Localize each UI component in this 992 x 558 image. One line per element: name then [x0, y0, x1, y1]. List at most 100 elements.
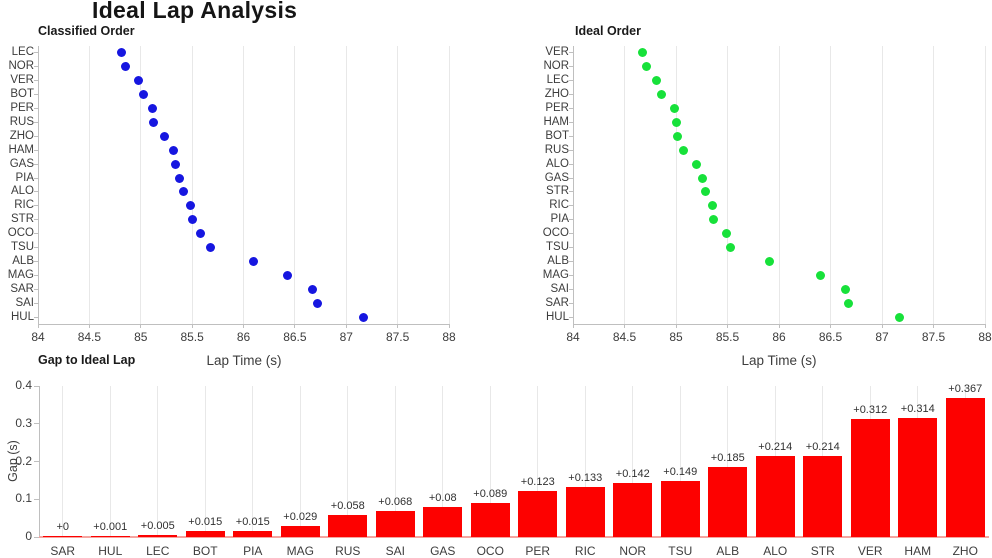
bar-value-label-SAR: +0 [56, 521, 70, 534]
gridline [830, 46, 831, 324]
x-tick-mark [933, 324, 934, 328]
scatter-dot-PIA [174, 173, 184, 183]
x-category-label-ALO: ALO [763, 544, 788, 558]
bar-PER [518, 490, 558, 537]
scatter-dot-LEC [117, 48, 127, 58]
x-tick-mark [294, 324, 296, 328]
scatter-dot-GAS [698, 173, 708, 183]
scatter-dot-HAM [671, 117, 681, 127]
bar-OCO [470, 503, 510, 537]
x-tick-mark [37, 324, 39, 328]
gridline [191, 46, 193, 324]
x-tick-label: 84 [566, 330, 580, 344]
gridline [778, 46, 780, 324]
x-tick-mark [448, 324, 450, 328]
y-tick-mark [569, 288, 573, 290]
x-category-label-HAM: HAM [904, 544, 932, 558]
y-tick-mark [34, 121, 38, 123]
scatter-dot-RIC [707, 201, 717, 211]
scatter-dot-SAI [312, 298, 322, 308]
y-tick-mark [569, 121, 573, 123]
y-tick-mark [569, 135, 573, 137]
scatter-dot-PER [147, 104, 157, 114]
gridline [489, 386, 491, 537]
y-tick-mark [569, 108, 573, 110]
gridline [442, 386, 444, 537]
driver-row-label-PER: PER [545, 102, 569, 115]
y-tick-mark [34, 177, 38, 179]
y-tick-mark [34, 274, 38, 276]
scatter-dot-HAM [168, 145, 178, 155]
y-tick-mark [569, 274, 573, 276]
bar-value-label-HUL: +0.001 [93, 521, 128, 534]
y-tick-mark [34, 498, 39, 500]
gridline [394, 386, 396, 537]
scatter-dot-RUS [678, 145, 688, 155]
driver-row-label-OCO: OCO [7, 227, 34, 240]
driver-row-label-PIA: PIA [550, 213, 569, 226]
y-tick-mark [569, 66, 573, 68]
bar-value-label-PIA: +0.015 [235, 516, 270, 529]
x-category-label-BOT: BOT [192, 544, 218, 558]
y-tick-mark [34, 80, 38, 82]
driver-row-label-RUS: RUS [9, 115, 34, 128]
bar-value-label-NOR: +0.142 [615, 468, 650, 481]
driver-row-label-SAI: SAI [15, 296, 34, 309]
driver-row-label-HAM: HAM [543, 115, 569, 128]
driver-row-label-RUS: RUS [544, 143, 569, 156]
y-tick-mark [569, 191, 573, 193]
y-tick-mark [34, 205, 38, 207]
gridline [727, 386, 729, 537]
y-tick-mark [569, 205, 573, 207]
gridline [252, 386, 254, 537]
y-tick-mark [34, 536, 39, 538]
x-tick-label: 86.5 [818, 330, 843, 344]
x-tick-mark [191, 324, 193, 328]
driver-row-label-VER: VER [545, 46, 569, 59]
y-tick-mark [34, 385, 39, 387]
x-tick-mark [397, 324, 399, 328]
y-tick-mark [34, 316, 38, 318]
x-tick-mark [572, 324, 574, 328]
driver-row-label-VER: VER [10, 74, 34, 87]
scatter-dot-ALO [178, 187, 188, 197]
gridline [933, 46, 934, 324]
driver-row-label-MAG: MAG [7, 268, 34, 281]
x-category-label-PIA: PIA [243, 544, 263, 558]
gridline [679, 386, 681, 537]
x-tick-mark [778, 324, 780, 328]
y-tick-mark [569, 177, 573, 179]
driver-row-label-RIC: RIC [14, 199, 34, 212]
driver-row-label-GAS: GAS [9, 157, 34, 170]
x-tick-mark [88, 324, 90, 328]
scatter-dot-STR [188, 215, 198, 225]
y-axis-line [39, 386, 40, 537]
gridline [727, 46, 728, 324]
x-category-label-NOR: NOR [619, 544, 647, 558]
y-tick-mark [569, 219, 573, 221]
gridline [537, 386, 539, 537]
driver-row-label-ALB: ALB [12, 254, 34, 267]
bar-HUL [90, 536, 130, 537]
page-title: Ideal Lap Analysis [92, 0, 298, 23]
scatter-dot-SAR [307, 284, 317, 294]
x-category-label-LEC: LEC [146, 544, 170, 558]
driver-row-label-BOT: BOT [545, 129, 569, 142]
bar-value-label-VER: +0.312 [853, 404, 888, 417]
scatter-dot-ZHO [657, 90, 667, 100]
bar-BOT [185, 531, 225, 537]
classified-order-title: Classified Order [38, 24, 135, 38]
gridline [632, 386, 634, 537]
y-tick-mark [34, 219, 38, 221]
bar-value-label-SAI: +0.068 [378, 496, 413, 509]
x-tick-label: 85.5 [180, 330, 204, 344]
driver-row-label-SAI: SAI [550, 282, 569, 295]
gridline [140, 46, 142, 324]
y-tick-mark [569, 260, 573, 262]
y-tick-mark [34, 108, 38, 110]
y-tick-mark [569, 302, 573, 304]
driver-row-label-NOR: NOR [543, 60, 569, 73]
scatter-dot-LEC [651, 76, 661, 86]
x-category-label-RIC: RIC [574, 544, 596, 558]
scatter-dot-STR [701, 187, 711, 197]
